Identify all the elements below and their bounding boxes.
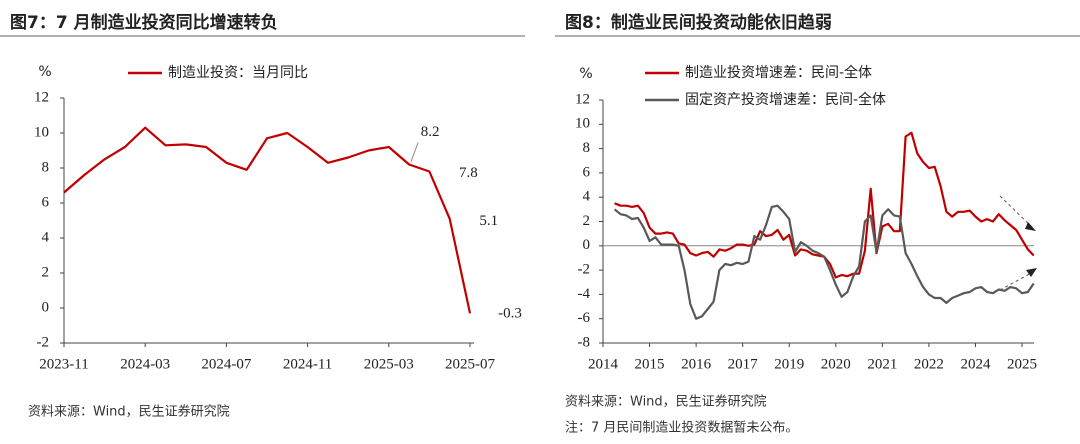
- data-label: 7.8: [459, 165, 478, 181]
- chart-title: 图7：7 月制造业投资同比增速转负: [10, 12, 278, 33]
- trend-arrows: [999, 195, 1034, 291]
- data-label: 5.1: [479, 213, 498, 229]
- x-tick-label: 2021: [867, 356, 897, 372]
- source: 资料来源：Wind，民生证券研究院: [28, 404, 230, 420]
- y-tick-label: 12: [34, 89, 49, 105]
- x-tick-label: 2025-03: [364, 356, 414, 372]
- series-line: [63, 126, 472, 314]
- y-tick-label: -2: [37, 334, 50, 350]
- y-tick-label: -4: [578, 286, 591, 302]
- legend-label: 制造业投资：当月同比: [168, 65, 308, 81]
- y-tick-label: 10: [575, 116, 590, 132]
- y-tick-label: -6: [578, 310, 591, 326]
- y-tick-label: 2: [42, 264, 50, 280]
- y-tick-label: 0: [42, 299, 50, 315]
- y-axis-unit: %: [579, 66, 592, 82]
- x-tick-label: 2017: [728, 356, 759, 372]
- y-tick-label: 8: [42, 159, 50, 175]
- x-tick-label: 2020: [821, 356, 851, 372]
- y-tick-label: 0: [583, 237, 591, 253]
- x-tick-label: 2023-11: [39, 356, 88, 372]
- x-tick-label: 2024-03: [120, 356, 170, 372]
- y-tick-label: 4: [42, 229, 50, 245]
- x-tick-label: 2025: [1007, 356, 1037, 372]
- x-tick-label: 2025-07: [445, 356, 495, 372]
- y-tick-label: 10: [34, 124, 49, 140]
- data-label: -0.3: [498, 306, 522, 322]
- x-tick-label: 2014: [588, 356, 619, 372]
- x-tick-label: 2016: [681, 356, 712, 372]
- x-tick-label: 2015: [635, 356, 665, 372]
- x-tick-label: 2022: [914, 356, 944, 372]
- x-tick-label: 2024: [960, 356, 991, 372]
- note: 注：7 月民间制造业投资数据暂未公布。: [565, 420, 798, 436]
- y-tick-label: 8: [583, 140, 591, 156]
- data-label: 8.2: [421, 124, 440, 140]
- y-axis-unit: %: [38, 64, 51, 80]
- chart-title: 图8：制造业民间投资动能依旧趋弱: [565, 12, 832, 33]
- x-tick-label: 2019: [774, 356, 804, 372]
- y-tick-label: 6: [583, 164, 591, 180]
- x-tick-label: 2024-11: [283, 356, 332, 372]
- y-tick-label: 2: [583, 213, 591, 229]
- y-tick-label: -8: [578, 334, 591, 350]
- y-tick-label: 4: [583, 189, 591, 205]
- label-leader: [410, 142, 419, 162]
- arrow-heads: [1025, 222, 1037, 277]
- series-line: [613, 204, 1035, 320]
- y-tick-label: 12: [575, 91, 590, 107]
- x-tick-label: 2024-07: [201, 356, 251, 372]
- y-tick-label: -2: [578, 262, 591, 278]
- legend-label: 固定资产投资增速差：民间-全体: [685, 91, 886, 108]
- source: 资料来源：Wind，民生证券研究院: [565, 394, 767, 410]
- legend-label: 制造业投资增速差：民间-全体: [685, 64, 872, 81]
- y-tick-label: 6: [42, 194, 50, 210]
